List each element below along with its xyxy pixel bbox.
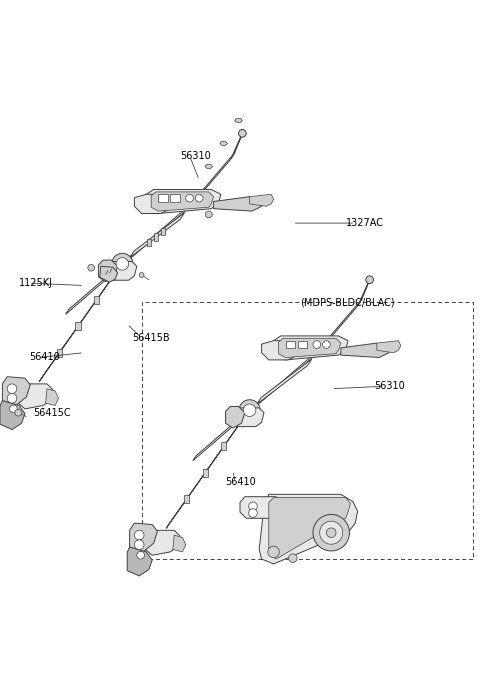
Circle shape — [326, 528, 336, 538]
Text: 56310: 56310 — [374, 381, 405, 391]
Circle shape — [7, 393, 17, 403]
Polygon shape — [205, 164, 213, 169]
Polygon shape — [341, 343, 389, 357]
Circle shape — [137, 551, 144, 559]
Polygon shape — [145, 530, 180, 556]
Text: 56410: 56410 — [29, 352, 60, 363]
Polygon shape — [377, 341, 401, 352]
Text: 56415C: 56415C — [34, 408, 71, 417]
Polygon shape — [235, 118, 242, 122]
Circle shape — [249, 502, 257, 511]
Polygon shape — [240, 497, 281, 518]
Text: 56410: 56410 — [226, 477, 256, 487]
Circle shape — [323, 341, 330, 348]
Polygon shape — [314, 299, 362, 357]
Circle shape — [116, 258, 129, 270]
Polygon shape — [187, 152, 235, 210]
Polygon shape — [98, 260, 118, 282]
Polygon shape — [203, 468, 208, 477]
Circle shape — [366, 276, 373, 283]
Polygon shape — [151, 192, 214, 211]
Bar — [142, 302, 473, 559]
Polygon shape — [232, 408, 264, 426]
Circle shape — [88, 265, 95, 271]
Circle shape — [239, 399, 260, 421]
Circle shape — [134, 530, 144, 540]
Polygon shape — [146, 238, 151, 246]
Polygon shape — [220, 142, 228, 145]
Polygon shape — [278, 339, 341, 357]
Circle shape — [239, 129, 246, 138]
Circle shape — [320, 521, 343, 545]
Text: 1125KJ: 1125KJ — [19, 278, 53, 288]
Circle shape — [313, 515, 349, 551]
Polygon shape — [39, 271, 117, 382]
Text: (MDPS-BLDC/BLAC): (MDPS-BLDC/BLAC) — [300, 297, 395, 307]
Text: 1327AC: 1327AC — [346, 218, 384, 228]
Circle shape — [134, 540, 144, 549]
Polygon shape — [94, 296, 99, 304]
Circle shape — [313, 341, 321, 348]
Polygon shape — [154, 234, 158, 240]
Polygon shape — [358, 282, 369, 305]
Circle shape — [249, 509, 257, 518]
Circle shape — [15, 409, 22, 416]
Polygon shape — [262, 341, 300, 360]
Polygon shape — [100, 266, 118, 282]
Polygon shape — [226, 406, 245, 428]
Text: 56310: 56310 — [180, 151, 211, 161]
Polygon shape — [57, 349, 62, 357]
Polygon shape — [0, 401, 25, 430]
Polygon shape — [214, 197, 262, 211]
Circle shape — [112, 254, 133, 274]
Polygon shape — [173, 535, 186, 552]
Polygon shape — [259, 494, 358, 564]
Polygon shape — [257, 359, 312, 404]
Polygon shape — [105, 261, 137, 281]
Circle shape — [186, 194, 193, 202]
Polygon shape — [286, 341, 295, 348]
Polygon shape — [250, 95, 257, 100]
Circle shape — [7, 384, 17, 393]
Polygon shape — [134, 194, 173, 214]
Polygon shape — [298, 341, 307, 348]
Polygon shape — [75, 322, 81, 330]
Polygon shape — [264, 73, 272, 76]
Circle shape — [139, 272, 144, 277]
Polygon shape — [184, 495, 189, 503]
Polygon shape — [46, 389, 59, 406]
Polygon shape — [2, 377, 30, 406]
Circle shape — [243, 404, 256, 417]
Polygon shape — [231, 135, 242, 159]
Circle shape — [268, 546, 279, 558]
Polygon shape — [161, 228, 166, 236]
Polygon shape — [269, 498, 350, 559]
Polygon shape — [130, 523, 157, 552]
Text: 56415B: 56415B — [132, 333, 169, 343]
Polygon shape — [250, 194, 274, 207]
Polygon shape — [66, 204, 191, 314]
Polygon shape — [146, 189, 221, 214]
Circle shape — [288, 553, 297, 562]
Polygon shape — [18, 384, 53, 409]
Circle shape — [195, 194, 203, 202]
Polygon shape — [130, 213, 184, 258]
Polygon shape — [158, 194, 168, 202]
Polygon shape — [221, 442, 227, 451]
Polygon shape — [170, 194, 180, 202]
Circle shape — [10, 405, 17, 413]
Polygon shape — [274, 336, 348, 360]
Polygon shape — [193, 350, 318, 461]
Polygon shape — [127, 547, 152, 576]
Polygon shape — [166, 417, 244, 529]
Circle shape — [205, 211, 212, 218]
